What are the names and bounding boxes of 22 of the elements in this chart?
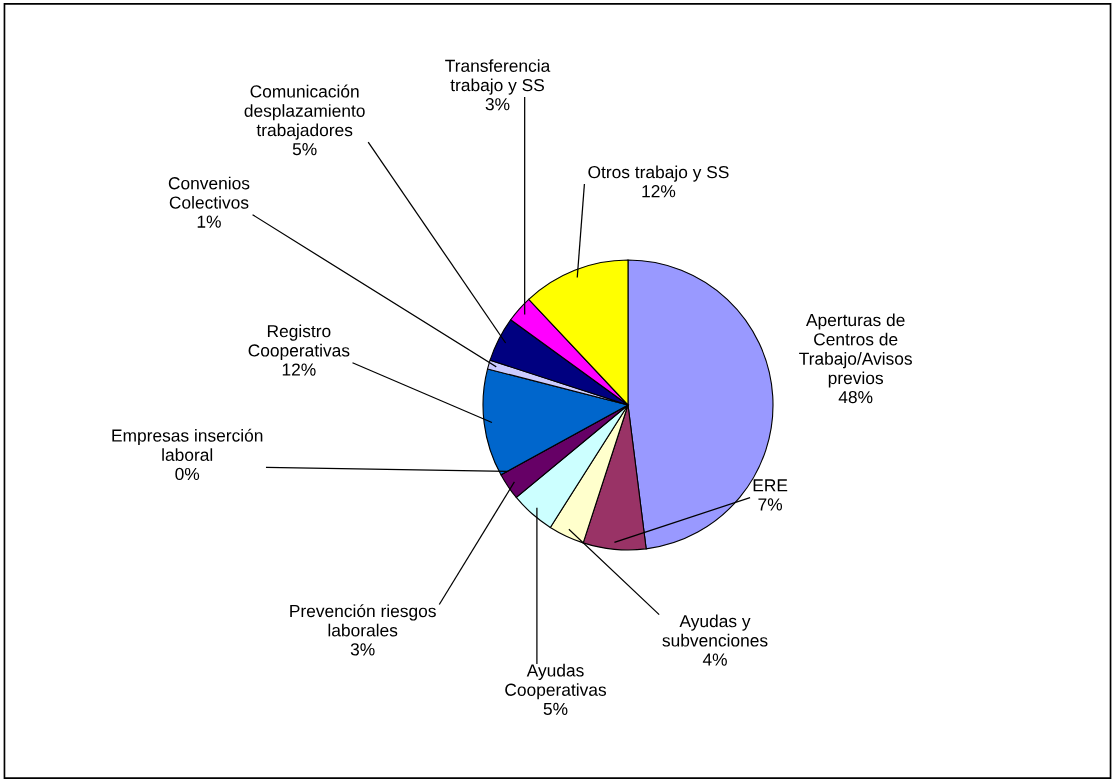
data-label: 48%	[838, 390, 873, 404]
data-label: 4%	[702, 653, 727, 666]
data-label: 5%	[292, 143, 317, 156]
text: 0%	[175, 467, 200, 481]
data-label: 12%	[282, 363, 316, 376]
slice-label: Comunicación desplazamiento trabajadores	[244, 84, 365, 140]
data-label: 7%	[758, 498, 783, 511]
slice-label: Transferencia trabajo y SS	[445, 59, 551, 95]
slice-label: Registro Cooperativas	[248, 324, 350, 361]
slice-label: Ayudas Cooperativas	[505, 663, 607, 700]
slice-label: Aperturas de Centros de Trabajo/Avisos previos	[799, 313, 912, 388]
data-label: 12%	[642, 185, 676, 198]
data-label: 3%	[485, 98, 510, 111]
slice-label: Prevención riesgos laborales	[290, 604, 436, 637]
data-label: 5%	[543, 702, 568, 715]
slice-label: ERE	[753, 479, 788, 492]
data-label: 1%	[197, 215, 221, 228]
slice-label: Ayudas y subvenciones	[662, 614, 768, 647]
category-label: Empresas inserción laboral	[112, 428, 263, 462]
slice-label: Convenios Colectivos	[168, 176, 250, 209]
data-label: 3%	[350, 643, 375, 656]
slice-label: Otros trabajo y SS	[588, 165, 729, 182]
